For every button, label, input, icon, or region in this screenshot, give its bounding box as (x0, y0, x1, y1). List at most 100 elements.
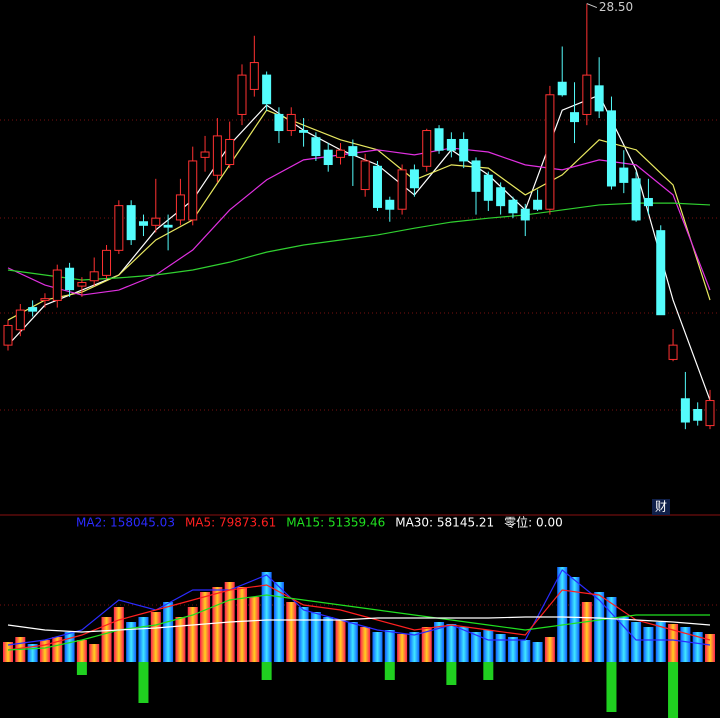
legend-entry: MA2: 158045.03 (76, 516, 175, 530)
volume-bar (3, 642, 13, 662)
candle-body (643, 197, 653, 207)
volume-bar (52, 637, 63, 662)
legend-entry: MA5: 79873.61 (185, 516, 276, 530)
volume-bar (323, 617, 334, 662)
volume-bar (212, 587, 223, 662)
volume-bar (680, 627, 691, 662)
volume-bar (273, 582, 284, 662)
candle-body (225, 138, 235, 166)
volume-bar (187, 607, 198, 662)
volume-bar (384, 630, 395, 662)
volume-bar (495, 634, 506, 662)
volume-bar (668, 624, 679, 662)
volume-bar (76, 640, 87, 662)
candle-body (385, 199, 395, 210)
candle-body (102, 249, 112, 276)
volume-bar (532, 642, 543, 662)
volume-bar (39, 640, 50, 662)
candle-body (668, 344, 678, 360)
volume-bar (581, 602, 592, 662)
candle-body (3, 324, 13, 346)
badge-box (652, 499, 670, 515)
legend-entry: MA15: 51359.46 (286, 516, 385, 530)
candle-body (126, 205, 136, 241)
candle-body (680, 398, 690, 423)
volume-bar (446, 624, 457, 662)
candle-body (520, 208, 530, 221)
negative-bar (261, 662, 272, 680)
price-ma-line (7, 202, 711, 281)
volume-bar (175, 617, 186, 662)
candle-body (471, 160, 481, 192)
candle-body (114, 205, 124, 251)
volume-bar (409, 632, 420, 662)
volume-bar (544, 637, 555, 662)
candle-body (188, 160, 198, 221)
candle-body (557, 81, 567, 96)
price-ma-line (7, 147, 711, 296)
volume-bar (27, 644, 38, 662)
candle-body (15, 309, 25, 331)
negative-bar (606, 662, 617, 712)
candle-body (77, 282, 87, 287)
volume-bar (569, 577, 580, 662)
candle-body (397, 169, 407, 210)
negative-bar (384, 662, 395, 680)
badge: 财 (655, 500, 667, 514)
candle-body (336, 149, 346, 158)
volume-bar (471, 632, 481, 662)
candle-body (28, 307, 38, 312)
volume-bar (310, 612, 321, 662)
volume-bar (138, 617, 149, 662)
volume-bar (557, 567, 568, 662)
volume-bar (483, 630, 494, 662)
volume-bar (89, 644, 100, 662)
negative-bar (668, 662, 679, 718)
volume-bar (335, 620, 346, 662)
candle-body (496, 187, 506, 207)
legend-entry: MA30: 58145.21 (395, 516, 494, 530)
high-pointer (586, 3, 598, 9)
volume-bar (200, 592, 211, 662)
volume-bar (705, 634, 715, 662)
negative-bar (483, 662, 494, 680)
candle-body (446, 138, 456, 151)
volume-bar (507, 637, 518, 662)
candle-body (311, 137, 321, 157)
candle-body (151, 217, 161, 226)
candle-body (175, 194, 185, 221)
candle-body (40, 298, 50, 301)
volume-bar (434, 622, 445, 662)
volume-bar (347, 622, 358, 662)
candle-body (582, 74, 592, 115)
candle-body (348, 146, 358, 157)
candle-body (409, 169, 419, 189)
volume-bar (126, 622, 137, 662)
candle-body (483, 174, 493, 201)
price-ma-line (7, 94, 711, 401)
volume-bar (249, 597, 260, 662)
candle-body (656, 230, 666, 316)
volume-bar (618, 617, 629, 662)
candle-body (422, 130, 432, 167)
candle-body (200, 151, 210, 158)
volume-bar (606, 597, 617, 662)
volume-bar (360, 627, 371, 662)
candle-body (606, 110, 616, 187)
negative-bar (76, 662, 87, 675)
candle-body (65, 267, 75, 291)
candle-body (434, 128, 444, 151)
volume-bar (594, 592, 605, 662)
volume-bar (150, 612, 161, 662)
candle-body (693, 408, 703, 421)
candle-body (594, 85, 604, 112)
volume-bar (692, 632, 703, 662)
volume-bar (421, 627, 432, 662)
volume-bar (286, 602, 297, 662)
candle-body (212, 135, 222, 176)
volume-bar (261, 572, 272, 662)
volume-bar (101, 617, 112, 662)
volume-bar (237, 587, 247, 662)
volume-ma-line (7, 584, 711, 651)
